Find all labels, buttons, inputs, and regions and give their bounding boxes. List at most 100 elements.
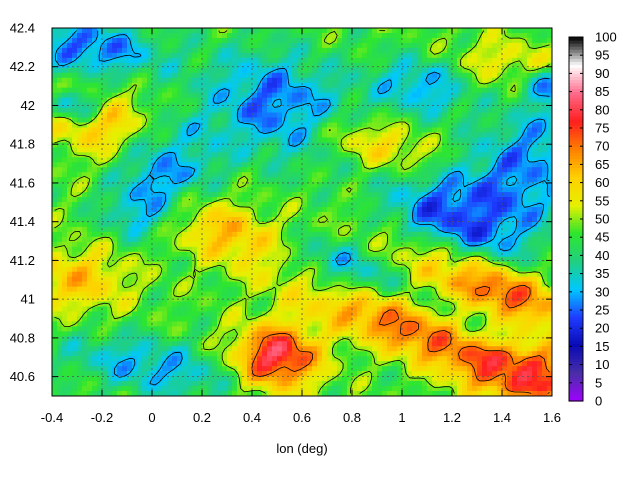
heatmap-cell xyxy=(87,251,93,258)
heatmap-cell xyxy=(427,271,433,278)
heatmap-cell xyxy=(467,37,473,44)
heatmap-cell xyxy=(62,216,68,223)
heatmap-cell xyxy=(452,47,458,54)
heatmap-cell xyxy=(387,47,393,54)
heatmap-cell xyxy=(487,226,493,233)
heatmap-cell xyxy=(62,157,68,163)
heatmap-cell xyxy=(342,246,348,253)
heatmap-cell xyxy=(337,112,343,119)
heatmap-cell xyxy=(492,107,498,114)
heatmap-cell xyxy=(427,231,433,238)
heatmap-cell xyxy=(362,42,368,49)
heatmap-cell xyxy=(402,122,408,129)
heatmap-cell xyxy=(167,62,173,69)
heatmap-cell xyxy=(217,142,223,148)
heatmap-cell xyxy=(307,28,313,34)
heatmap-cell xyxy=(337,241,343,248)
heatmap-cell xyxy=(317,256,323,263)
heatmap-cell xyxy=(492,72,498,79)
heatmap-cell xyxy=(377,47,383,54)
heatmap-cell xyxy=(52,57,58,64)
heatmap-cell xyxy=(427,261,433,268)
heatmap-cell xyxy=(97,221,103,228)
heatmap-cell xyxy=(222,28,228,34)
heatmap-cell xyxy=(492,97,498,104)
heatmap-cell xyxy=(197,37,203,44)
heatmap-cell xyxy=(342,216,348,223)
heatmap-cell xyxy=(392,192,398,198)
heatmap-cell xyxy=(252,82,258,89)
heatmap-cell xyxy=(112,142,118,148)
heatmap-cell xyxy=(462,107,468,114)
heatmap-cell xyxy=(302,152,308,158)
heatmap-cell xyxy=(457,226,463,233)
heatmap-cell xyxy=(387,167,393,173)
heatmap-cell xyxy=(382,221,388,228)
heatmap-cell xyxy=(177,152,183,158)
heatmap-cell xyxy=(517,202,523,208)
heatmap-cell xyxy=(142,127,148,134)
heatmap-cell xyxy=(397,67,403,74)
heatmap-cell xyxy=(477,28,483,34)
heatmap-cell xyxy=(352,162,358,168)
heatmap-cell xyxy=(542,77,548,84)
heatmap-cell xyxy=(397,231,403,238)
heatmap-cell xyxy=(462,212,468,218)
heatmap-cell xyxy=(452,266,458,273)
heatmap-cell xyxy=(52,77,58,84)
heatmap-cell xyxy=(182,261,188,268)
heatmap-cell xyxy=(307,246,313,253)
heatmap-cell xyxy=(102,261,108,268)
heatmap-cell xyxy=(462,102,468,109)
heatmap-cell xyxy=(447,261,453,268)
heatmap-cell xyxy=(82,246,88,253)
heatmap-cell xyxy=(392,67,398,74)
heatmap-cell xyxy=(332,82,338,89)
heatmap-cell xyxy=(272,246,278,253)
heatmap-cell xyxy=(367,177,373,183)
heatmap-cell xyxy=(497,271,503,278)
heatmap-cell xyxy=(387,127,393,134)
heatmap-cell xyxy=(382,52,388,59)
heatmap-cell xyxy=(177,192,183,198)
heatmap-cell xyxy=(372,152,378,158)
heatmap-cell xyxy=(242,172,248,178)
heatmap-cell xyxy=(347,182,353,188)
heatmap-cell xyxy=(532,37,538,44)
heatmap-cell xyxy=(482,177,488,183)
heatmap-cell xyxy=(242,142,248,148)
heatmap-cell xyxy=(142,32,148,39)
heatmap-cell xyxy=(192,32,198,39)
heatmap-cell xyxy=(297,112,303,119)
heatmap-cell xyxy=(437,52,443,59)
heatmap-cell xyxy=(192,147,198,153)
heatmap-cell xyxy=(372,52,378,59)
heatmap-cell xyxy=(182,28,188,34)
heatmap-cell xyxy=(347,221,353,228)
heatmap-cell xyxy=(267,122,273,129)
heatmap-cell xyxy=(127,246,133,253)
heatmap-cell xyxy=(127,152,133,158)
heatmap-cell xyxy=(342,192,348,198)
heatmap-cell xyxy=(537,187,543,193)
heatmap-cell xyxy=(207,241,213,248)
heatmap-cell xyxy=(77,172,83,178)
heatmap-cell xyxy=(312,52,318,59)
heatmap-cell xyxy=(437,167,443,173)
heatmap-cell xyxy=(327,162,333,168)
heatmap-cell xyxy=(142,52,148,59)
heatmap-cell xyxy=(257,42,263,49)
heatmap-cell xyxy=(457,207,463,213)
heatmap-cell xyxy=(142,147,148,153)
heatmap-cell xyxy=(112,37,118,44)
heatmap-cell xyxy=(97,192,103,198)
heatmap-cell xyxy=(542,197,548,203)
heatmap-cell xyxy=(392,127,398,134)
heatmap-cell xyxy=(442,251,448,258)
heatmap-cell xyxy=(167,28,173,34)
heatmap-cell xyxy=(287,67,293,74)
heatmap-cell xyxy=(282,28,288,34)
heatmap-cell xyxy=(527,261,533,268)
heatmap-cell xyxy=(407,102,413,109)
heatmap-cell xyxy=(347,102,353,109)
